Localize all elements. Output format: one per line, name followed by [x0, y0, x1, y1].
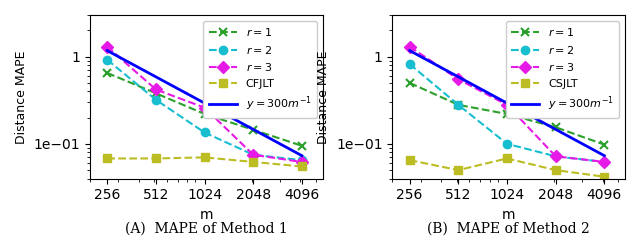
$r = 2$: [552, 155, 559, 158]
$y = 300m^{-1}$: [250, 128, 257, 131]
$y = 300m^{-1}$: [298, 154, 306, 157]
Legend: $r = 1$, $r = 2$, $r = 3$, CFJLT, $y = 300m^{-1}$: $r = 1$, $r = 2$, $r = 3$, CFJLT, $y = 3…: [204, 21, 317, 119]
CSJLT: [454, 169, 462, 172]
Title: (B)  MAPE of Method 2: (B) MAPE of Method 2: [428, 221, 590, 235]
$r = 3$: [250, 153, 257, 156]
CFJLT: [104, 157, 111, 160]
Title: (A)  MAPE of Method 1: (A) MAPE of Method 1: [125, 221, 287, 235]
$r = 2$: [298, 159, 306, 162]
$r = 1$: [152, 92, 160, 95]
X-axis label: m: m: [502, 208, 515, 222]
$r = 1$: [201, 113, 209, 116]
$r = 3$: [406, 45, 413, 48]
Line: $y = 300m^{-1}$: $y = 300m^{-1}$: [410, 51, 604, 156]
$r = 3$: [104, 45, 111, 48]
$r = 1$: [552, 126, 559, 129]
CSJLT: [406, 159, 413, 162]
$r = 2$: [406, 63, 413, 66]
$r = 1$: [250, 128, 257, 131]
$r = 2$: [201, 131, 209, 134]
Line: CSJLT: CSJLT: [406, 154, 609, 181]
$y = 300m^{-1}$: [600, 154, 608, 157]
$r = 3$: [201, 106, 209, 109]
$r = 2$: [600, 160, 608, 163]
CFJLT: [152, 157, 160, 160]
$r = 1$: [454, 103, 462, 106]
Line: $r = 1$: $r = 1$: [406, 79, 609, 149]
$r = 2$: [104, 58, 111, 61]
$r = 2$: [152, 98, 160, 101]
$r = 3$: [503, 103, 511, 106]
$r = 3$: [298, 160, 306, 163]
$r = 1$: [406, 81, 413, 84]
CFJLT: [298, 165, 306, 168]
$r = 3$: [454, 78, 462, 81]
CFJLT: [201, 156, 209, 159]
Line: $r = 3$: $r = 3$: [103, 42, 306, 166]
$r = 2$: [503, 142, 511, 145]
X-axis label: m: m: [200, 208, 213, 222]
$y = 300m^{-1}$: [152, 75, 160, 78]
Line: CFJLT: CFJLT: [103, 153, 306, 171]
$r = 1$: [600, 143, 608, 146]
$r = 2$: [454, 103, 462, 106]
CSJLT: [552, 169, 559, 172]
Line: $r = 2$: $r = 2$: [406, 60, 609, 166]
Legend: $r = 1$, $r = 2$, $r = 3$, CSJLT, $y = 300m^{-1}$: $r = 1$, $r = 2$, $r = 3$, CSJLT, $y = 3…: [506, 21, 620, 119]
Line: $r = 3$: $r = 3$: [406, 42, 609, 166]
$r = 2$: [250, 153, 257, 156]
Line: $y = 300m^{-1}$: $y = 300m^{-1}$: [108, 51, 302, 156]
$y = 300m^{-1}$: [201, 102, 209, 105]
Y-axis label: Distance MAPE: Distance MAPE: [317, 50, 330, 144]
$r = 3$: [600, 160, 608, 163]
CSJLT: [503, 157, 511, 160]
$y = 300m^{-1}$: [104, 49, 111, 52]
$y = 300m^{-1}$: [454, 75, 462, 78]
$r = 1$: [503, 113, 511, 116]
Y-axis label: Distance MAPE: Distance MAPE: [15, 50, 28, 144]
$y = 300m^{-1}$: [552, 128, 559, 131]
$r = 3$: [552, 155, 559, 158]
$y = 300m^{-1}$: [406, 49, 413, 52]
CSJLT: [600, 175, 608, 178]
$r = 1$: [104, 71, 111, 74]
Line: $r = 1$: $r = 1$: [103, 69, 306, 150]
$r = 3$: [152, 88, 160, 91]
$r = 1$: [298, 144, 306, 147]
CFJLT: [250, 160, 257, 163]
$y = 300m^{-1}$: [503, 102, 511, 105]
Line: $r = 2$: $r = 2$: [103, 56, 306, 164]
